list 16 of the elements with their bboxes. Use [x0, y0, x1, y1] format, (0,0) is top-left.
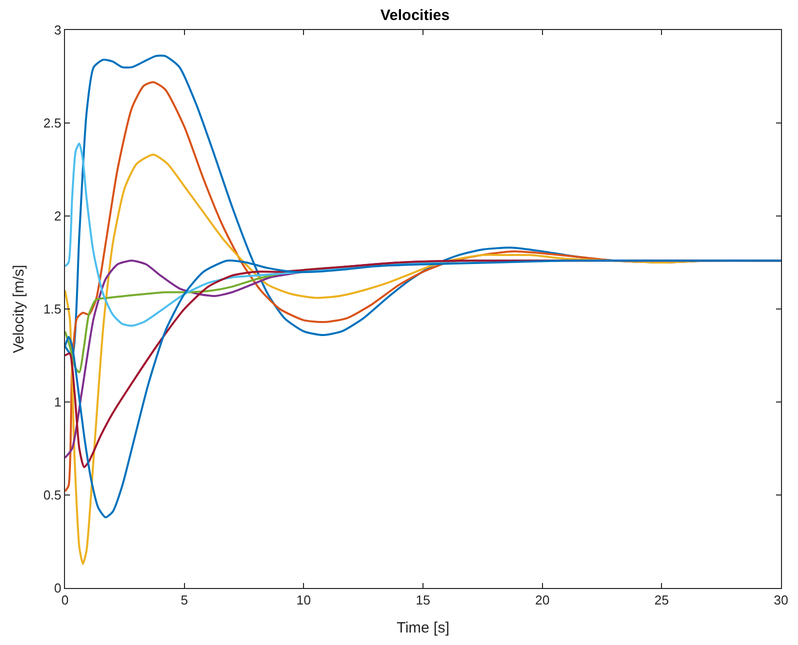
- y-tick-label: 2.5: [43, 116, 62, 131]
- x-tick-label: 15: [416, 592, 430, 608]
- y-tick-label: 1.5: [43, 302, 62, 317]
- x-tick-label: 30: [774, 592, 788, 608]
- x-axis-title: Time [s]: [396, 620, 450, 637]
- y-tick-label: 0: [54, 580, 62, 596]
- y-tick-label: 2: [54, 208, 62, 224]
- x-tick-label: 25: [654, 592, 669, 608]
- y-axis-title: Velocity [m/s]: [10, 264, 28, 354]
- y-tick-label: 3: [54, 22, 62, 38]
- x-tick-label: 20: [535, 592, 550, 608]
- x-tick-label: 5: [180, 592, 188, 608]
- y-tick-label: 1: [54, 394, 62, 410]
- chart-title: Velocities: [380, 7, 450, 24]
- x-tick-label: 10: [296, 592, 311, 608]
- y-tick-label: 0.5: [43, 488, 62, 503]
